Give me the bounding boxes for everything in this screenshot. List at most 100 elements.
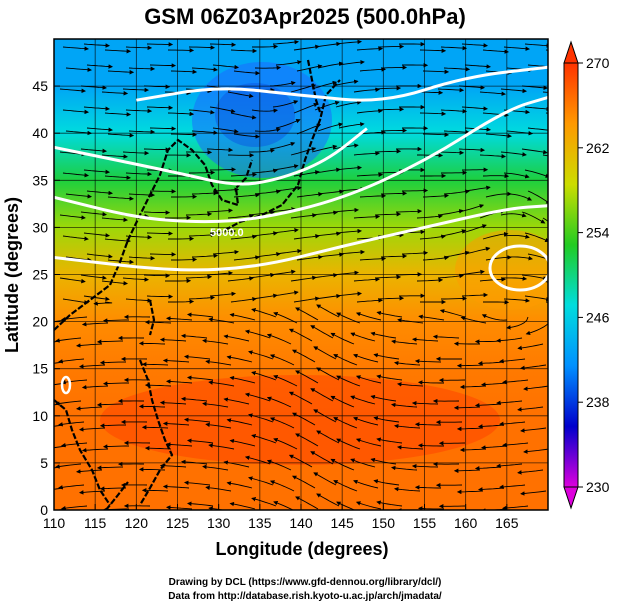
streamline <box>524 512 549 515</box>
streamline <box>143 273 171 278</box>
streamline <box>418 314 445 321</box>
streamline <box>62 109 89 115</box>
streamline <box>503 172 530 179</box>
chart-title: GSM 06Z03Apr2025 (500.0hPa) <box>144 4 466 29</box>
streamline <box>230 48 258 54</box>
streamline <box>86 64 113 69</box>
streamline <box>464 64 491 69</box>
streamline <box>170 132 198 137</box>
streamline <box>461 224 487 234</box>
streamline <box>496 400 523 406</box>
streamline <box>248 272 275 279</box>
streamlines <box>54 39 549 515</box>
streamline <box>288 454 313 468</box>
streamline <box>209 291 236 297</box>
streamline <box>373 479 400 486</box>
streamline <box>370 457 397 465</box>
streamline <box>212 64 239 70</box>
streamline <box>104 112 132 117</box>
colorbar-tick-label: 254 <box>586 225 610 241</box>
streamline <box>524 295 548 302</box>
streamline <box>229 375 256 384</box>
streamline <box>353 214 381 219</box>
streamline <box>187 438 214 444</box>
streamline <box>62 298 89 305</box>
streamline <box>520 427 547 433</box>
height-contours <box>54 65 548 272</box>
streamline <box>374 274 402 280</box>
streamline <box>146 294 174 299</box>
streamline <box>202 401 229 408</box>
streamline <box>141 425 169 430</box>
x-axis: 110 115 120 125 130 135 140 145 150 155 160 165 <box>43 504 519 531</box>
streamline <box>523 385 548 391</box>
streamline <box>212 127 239 134</box>
coast-borneo-north <box>105 481 129 510</box>
streamline <box>506 256 533 261</box>
colorbar-bottom-cap <box>563 486 579 510</box>
streamline <box>414 358 442 364</box>
streamline <box>458 204 485 213</box>
streamline <box>128 255 156 261</box>
streamline <box>314 41 341 48</box>
streamline <box>527 190 548 204</box>
streamline <box>101 217 128 223</box>
streamline <box>496 337 523 343</box>
streamline <box>314 167 341 174</box>
streamline <box>205 422 232 429</box>
streamline <box>81 384 109 390</box>
streamline <box>141 488 169 493</box>
x-tick-label: 150 <box>372 515 396 531</box>
streamline <box>419 111 447 116</box>
streamline <box>248 413 274 423</box>
streamline <box>227 276 254 282</box>
streamline <box>503 46 530 51</box>
streamline <box>227 91 254 99</box>
streamline <box>254 251 281 258</box>
streamline <box>273 438 298 450</box>
streamline <box>273 375 298 387</box>
streamline <box>229 312 256 321</box>
x-tick-label: 145 <box>330 515 354 531</box>
streamline <box>401 188 429 193</box>
streamline <box>143 147 171 152</box>
streamline <box>291 475 316 489</box>
streamline <box>290 83 317 93</box>
streamline <box>330 332 355 345</box>
streamline <box>521 274 548 281</box>
y-tick-label: 20 <box>32 314 48 330</box>
streamline <box>397 317 424 324</box>
streamline <box>419 48 447 53</box>
x-tick-label: 155 <box>413 515 437 531</box>
streamline <box>542 154 548 157</box>
coast-indochina <box>54 399 111 506</box>
streamline <box>141 362 169 367</box>
streamline <box>233 70 260 76</box>
streamline <box>65 256 92 263</box>
streamline <box>149 126 177 131</box>
streamline <box>229 501 256 510</box>
colorbar-body <box>563 62 579 488</box>
streamline <box>208 380 235 387</box>
streamline <box>394 486 421 492</box>
streamline <box>205 359 232 366</box>
streamline <box>542 280 548 283</box>
streamline <box>143 84 171 89</box>
streamline <box>440 108 468 114</box>
streamline <box>58 358 85 364</box>
streamline <box>122 277 149 282</box>
streamline <box>144 445 172 451</box>
streamline <box>527 64 548 68</box>
warm-high-contour <box>488 244 548 292</box>
streamline <box>432 334 460 340</box>
streamline <box>479 277 506 282</box>
streamline <box>335 165 362 171</box>
colorbar-tick-label: 262 <box>586 140 610 156</box>
streamline <box>499 358 526 364</box>
streamline <box>99 486 127 491</box>
streamline <box>96 339 124 344</box>
y-axis: 0 5 10 15 20 25 30 35 40 45 <box>32 78 60 518</box>
streamline <box>166 442 193 447</box>
streamline <box>506 130 533 136</box>
streamline <box>209 167 237 172</box>
